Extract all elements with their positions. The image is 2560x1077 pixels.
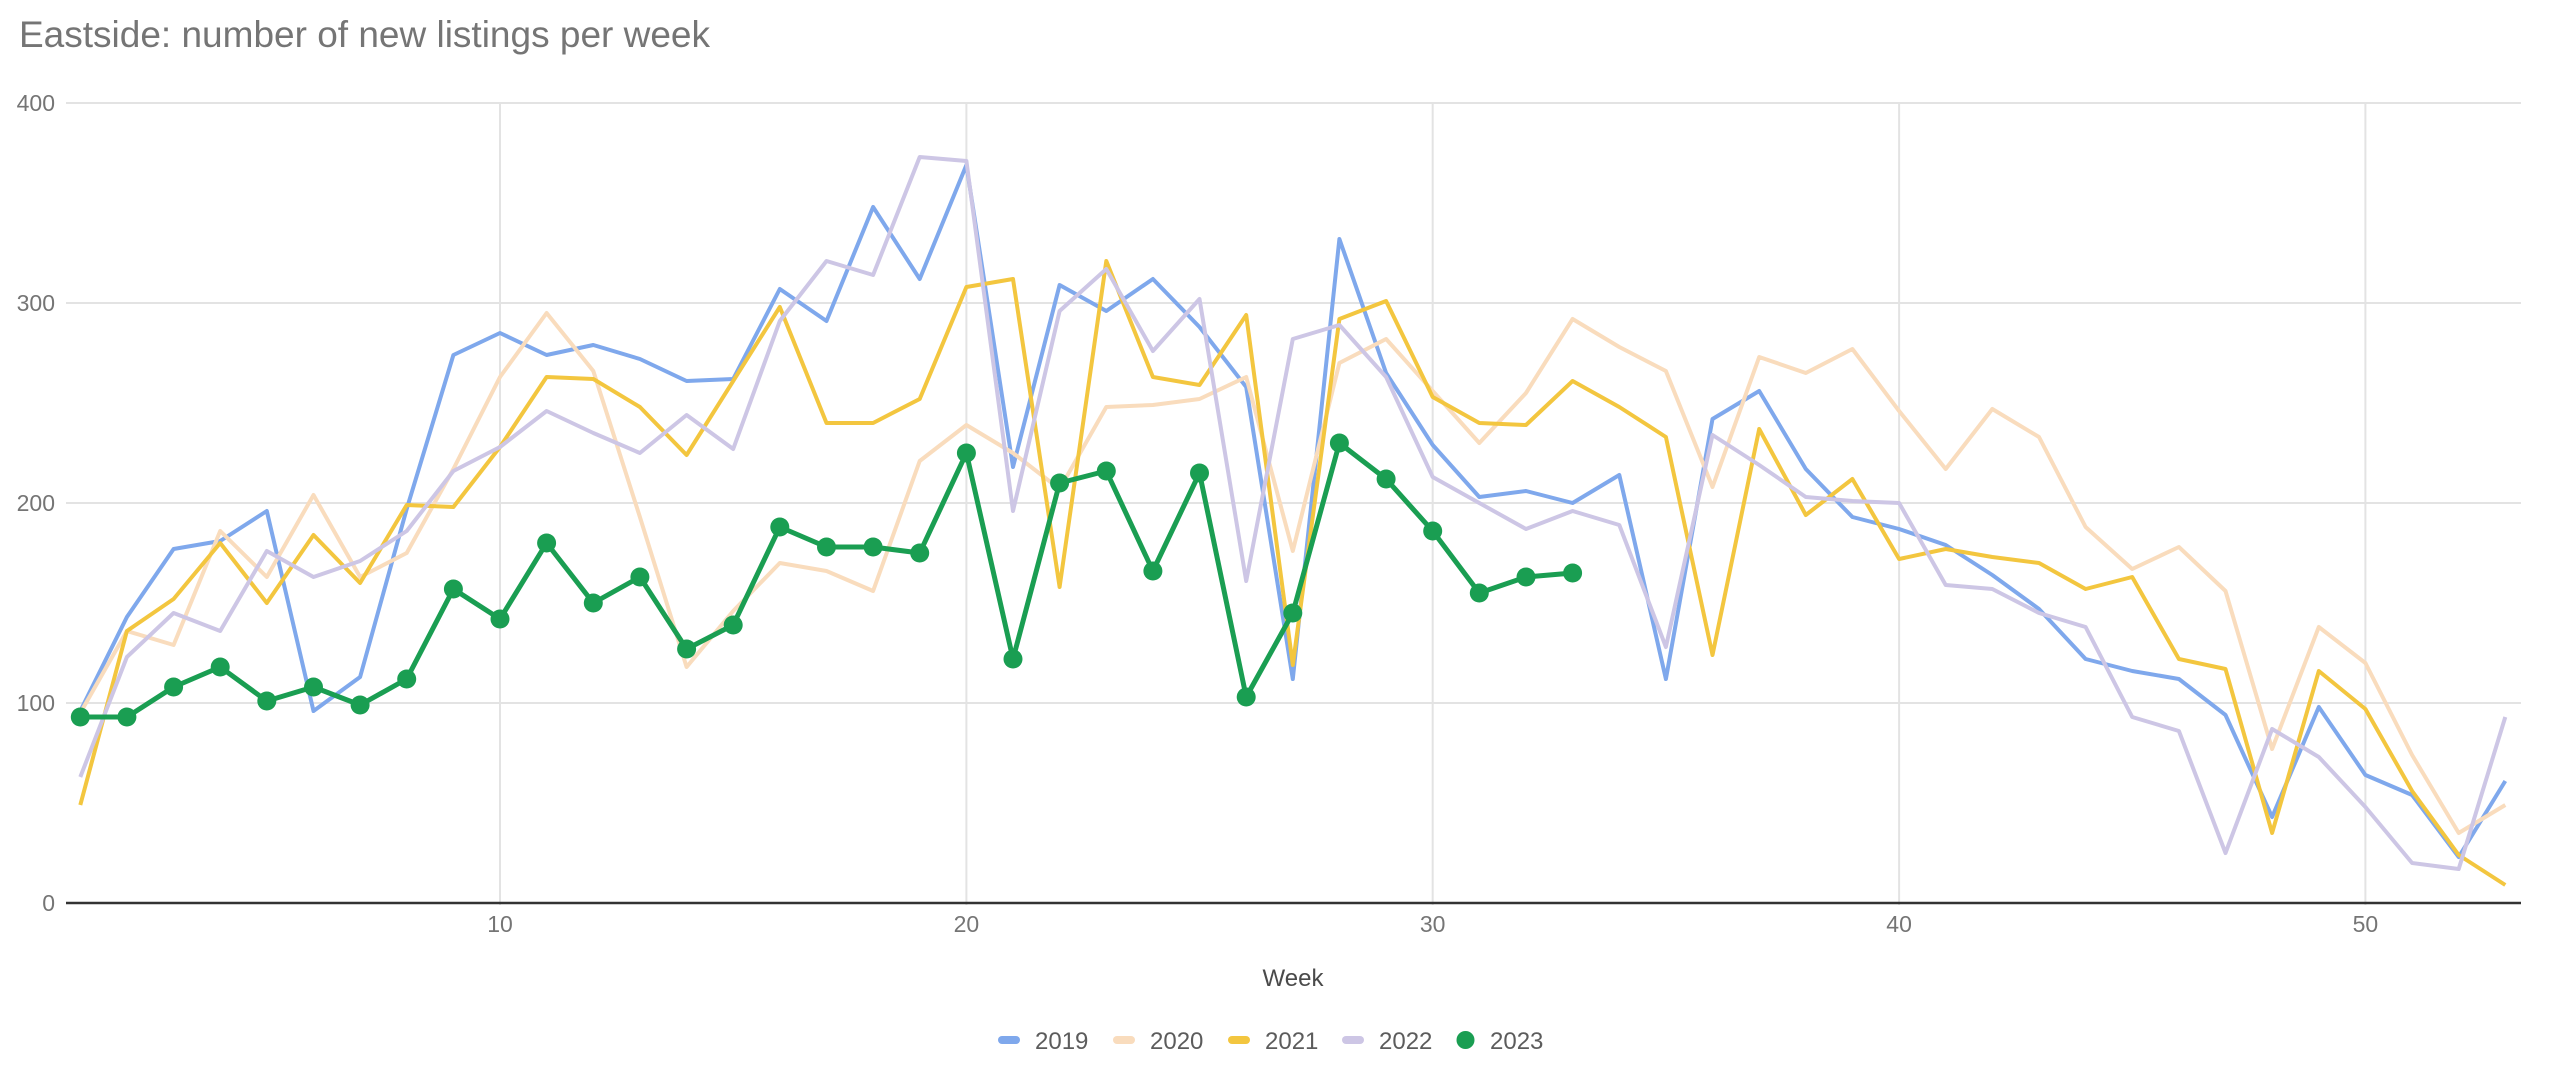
svg-text:Eastside: number of new listin: Eastside: number of new listings per wee… xyxy=(19,14,711,55)
svg-text:2020: 2020 xyxy=(1150,1028,1203,1055)
svg-text:2022: 2022 xyxy=(1379,1028,1432,1055)
svg-text:50: 50 xyxy=(2353,911,2379,937)
svg-text:Week: Week xyxy=(1263,965,1325,992)
svg-text:300: 300 xyxy=(17,290,55,316)
svg-text:2019: 2019 xyxy=(1035,1028,1088,1055)
svg-text:200: 200 xyxy=(17,490,55,516)
svg-text:20: 20 xyxy=(954,911,980,937)
svg-text:0: 0 xyxy=(42,890,55,916)
svg-text:2021: 2021 xyxy=(1265,1028,1318,1055)
svg-text:400: 400 xyxy=(17,90,55,116)
svg-text:100: 100 xyxy=(17,690,55,716)
svg-text:40: 40 xyxy=(1886,911,1912,937)
svg-text:10: 10 xyxy=(487,911,513,937)
svg-text:2023: 2023 xyxy=(1490,1028,1543,1055)
svg-text:30: 30 xyxy=(1420,911,1446,937)
